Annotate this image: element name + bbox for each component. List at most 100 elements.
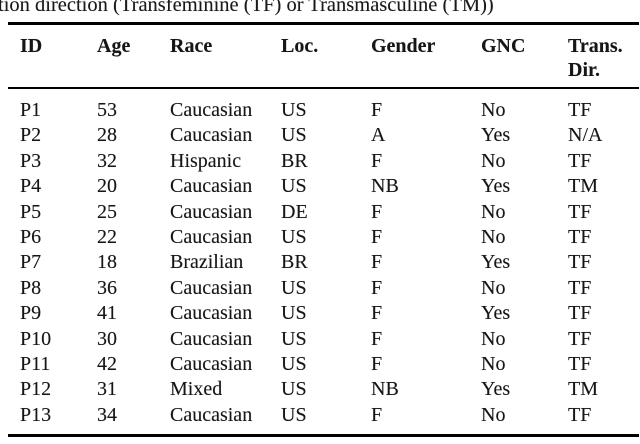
table-row: P12 31 Mixed US NB Yes TM (20, 377, 639, 402)
cell-race: Caucasian (170, 302, 253, 325)
cell-gender: A (371, 124, 386, 147)
cell-age: 53 (97, 99, 117, 121)
cell-trans-dir: TM (568, 378, 598, 401)
cell-trans-dir: TF (568, 149, 592, 172)
cell-loc: DE (281, 200, 308, 223)
cell-id: P6 (20, 226, 42, 249)
cell-trans-dir: TF (568, 403, 592, 426)
table-row: P4 20 Caucasian US NB Yes TM (20, 174, 639, 199)
column-header-id: ID (20, 35, 43, 57)
cell-id: P11 (20, 353, 51, 376)
cell-gnc: No (481, 200, 506, 223)
cell-age: 41 (97, 302, 117, 325)
cell-race: Caucasian (170, 175, 253, 198)
cell-id: P13 (20, 403, 52, 426)
table-row: P7 18 Brazilian BR F Yes TF (20, 250, 639, 275)
cell-gender: F (371, 403, 383, 426)
cell-age: 30 (97, 327, 117, 350)
table-body: P1 53 Caucasian US F No TF P2 28 Caucasian US A Yes N… (8, 89, 639, 428)
cell-age: 31 (97, 378, 117, 401)
cell-race: Caucasian (170, 403, 253, 426)
table-row: P8 36 Caucasian US F No TF (20, 276, 639, 301)
column-header-trans-dir-line1: Trans. (568, 35, 623, 57)
cell-age: 36 (97, 276, 117, 299)
table-row: P10 30 Caucasian US F No TF (20, 327, 639, 352)
column-header-trans-dir-line2: Dir. (568, 59, 601, 81)
cell-id: P8 (20, 276, 42, 299)
cell-age: 22 (97, 226, 117, 249)
cell-race: Hispanic (170, 149, 242, 172)
table-row: P9 41 Caucasian US F Yes TF (20, 301, 639, 326)
cell-race: Caucasian (170, 353, 253, 376)
cell-race: Brazilian (170, 251, 244, 274)
cell-gender: F (371, 226, 383, 249)
cell-loc: US (281, 175, 307, 198)
cell-trans-dir: TF (568, 353, 592, 376)
cell-trans-dir: TF (568, 302, 592, 325)
cell-gnc: No (481, 403, 506, 426)
cell-loc: US (281, 124, 307, 147)
table-row: P13 34 Caucasian US F No TF (20, 403, 639, 428)
column-header-race: Race (170, 35, 213, 57)
cell-race: Mixed (170, 378, 223, 401)
cell-age: 20 (97, 175, 117, 198)
cell-race: Caucasian (170, 276, 253, 299)
column-header-gnc: GNC (481, 35, 526, 57)
cell-gender: NB (371, 175, 399, 198)
cell-gnc: No (481, 276, 506, 299)
cell-race: Caucasian (170, 200, 253, 223)
cell-race: Caucasian (170, 327, 253, 350)
cell-gnc: No (481, 226, 506, 249)
cell-id: P7 (20, 251, 42, 274)
cell-loc: US (281, 378, 307, 401)
cell-race: Caucasian (170, 124, 253, 147)
cell-id: P4 (20, 175, 42, 198)
cell-trans-dir: TM (568, 175, 598, 198)
participants-table: ID Age Race Loc. Gender GNC Trans. Dir. … (8, 22, 639, 437)
cell-id: P10 (20, 327, 52, 350)
cell-trans-dir: TF (568, 276, 592, 299)
cell-loc: US (281, 99, 307, 121)
cell-gnc: No (481, 99, 506, 121)
table-row: P5 25 Caucasian DE F No TF (20, 200, 639, 225)
cell-id: P12 (20, 378, 52, 401)
cell-gender: F (371, 276, 383, 299)
cell-id: P5 (20, 200, 42, 223)
cell-age: 25 (97, 200, 117, 223)
cell-id: P1 (20, 99, 42, 121)
cell-gender: F (371, 302, 383, 325)
cell-gnc: Yes (481, 124, 511, 147)
cell-gender: NB (371, 378, 399, 401)
cell-trans-dir: TF (568, 251, 592, 274)
table-row: P1 53 Caucasian US F No TF (20, 98, 639, 123)
cell-id: P9 (20, 302, 42, 325)
cell-gnc: No (481, 149, 506, 172)
cell-trans-dir: TF (568, 226, 592, 249)
column-header-gender: Gender (371, 35, 436, 57)
table-row: P2 28 Caucasian US A Yes N/A (20, 123, 639, 148)
cell-loc: BR (281, 149, 308, 172)
cell-trans-dir: TF (568, 200, 592, 223)
cell-trans-dir: N/A (568, 124, 603, 147)
cell-gender: F (371, 251, 383, 274)
cell-gender: F (371, 327, 383, 350)
cell-gnc: No (481, 353, 506, 376)
cell-loc: BR (281, 251, 308, 274)
cell-gnc: Yes (481, 175, 511, 198)
cell-loc: US (281, 302, 307, 325)
cell-loc: US (281, 276, 307, 299)
cell-id: P3 (20, 149, 42, 172)
cell-trans-dir: TF (568, 327, 592, 350)
cell-age: 32 (97, 149, 117, 172)
column-header-loc: Loc. (281, 35, 319, 57)
table-header-row: ID Age Race Loc. Gender GNC Trans. Dir. (8, 25, 639, 89)
cell-gender: F (371, 200, 383, 223)
cell-trans-dir: TF (568, 99, 592, 121)
cell-gender: F (371, 99, 383, 121)
cell-gnc: Yes (481, 378, 511, 401)
cell-loc: US (281, 226, 307, 249)
cell-gnc: No (481, 327, 506, 350)
cell-gnc: Yes (481, 302, 511, 325)
cell-id: P2 (20, 124, 42, 147)
column-header-age: Age (97, 35, 131, 57)
